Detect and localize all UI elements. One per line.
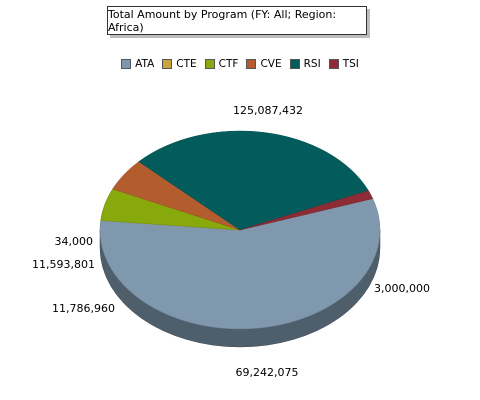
legend-label-tsi: TSI <box>342 58 359 70</box>
chart-title: Total Amount by Program (FY: All; Region… <box>107 6 367 35</box>
legend-item-ctf: CTF <box>204 58 239 70</box>
data-label-ata: 125,087,432 <box>233 104 303 117</box>
legend-label-cte: CTE <box>176 58 197 70</box>
legend-swatch-cve <box>246 59 257 69</box>
legend-item-tsi: TSI <box>328 58 359 70</box>
data-label-ctf: 11,593,801 <box>32 258 95 271</box>
legend-swatch-cte <box>162 59 173 69</box>
legend-item-rsi: RSI <box>289 58 321 70</box>
legend-item-cte: CTE <box>162 58 197 70</box>
legend-item-cve: CVE <box>246 58 282 70</box>
data-labels: 125,087,432 34,000 11,593,801 11,786,960 69,… <box>32 104 430 379</box>
data-label-cve: 11,786,960 <box>52 302 115 315</box>
legend: ATA CTE CTF CVE RSI TSI <box>0 58 480 70</box>
legend-label-ctf: CTF <box>218 58 239 70</box>
legend-item-ata: ATA <box>121 58 154 70</box>
data-label-cte: 34,000 <box>55 235 94 248</box>
data-label-rsi: 69,242,075 <box>236 366 299 379</box>
pie-slice-tsi[interactable] <box>239 190 374 231</box>
legend-label-rsi: RSI <box>303 58 321 70</box>
legend-label-ata: ATA <box>135 58 155 70</box>
data-label-tsi: 3,000,000 <box>374 282 430 295</box>
legend-swatch-ata <box>121 59 132 69</box>
pie-slice-ata[interactable] <box>99 198 381 330</box>
legend-swatch-ctf <box>204 59 215 69</box>
legend-swatch-rsi <box>289 59 300 69</box>
legend-swatch-tsi <box>328 59 339 69</box>
pie-slice-rsi[interactable] <box>138 130 369 231</box>
pie-slices <box>99 130 381 330</box>
legend-label-cve: CVE <box>260 58 282 70</box>
